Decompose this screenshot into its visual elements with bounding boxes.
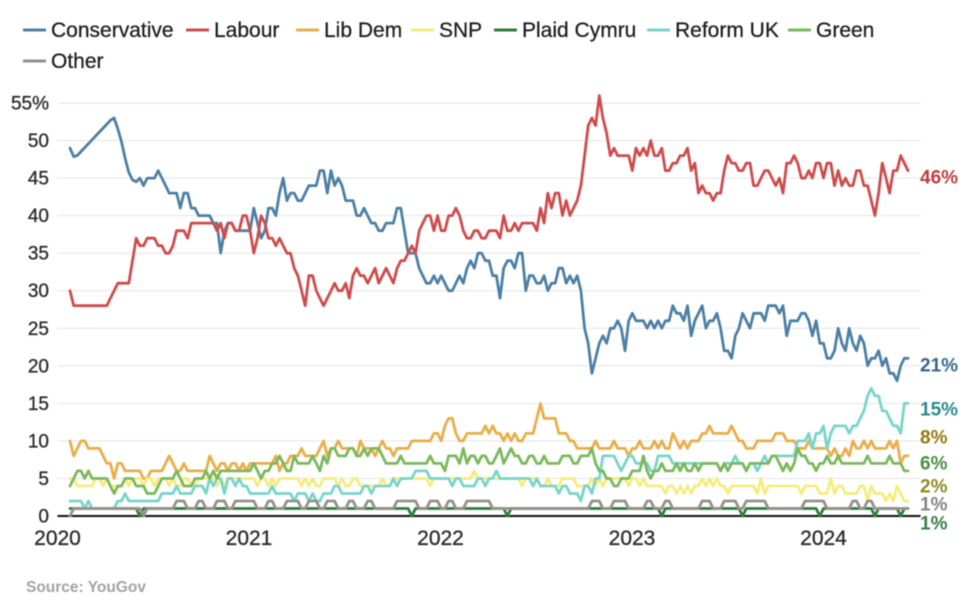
svg-text:25: 25 xyxy=(28,319,49,340)
svg-text:2024: 2024 xyxy=(800,527,847,550)
svg-text:21%: 21% xyxy=(920,356,958,377)
svg-text:5: 5 xyxy=(38,469,49,490)
svg-text:46%: 46% xyxy=(920,168,958,189)
svg-text:6%: 6% xyxy=(920,454,948,475)
svg-text:2021: 2021 xyxy=(226,527,273,550)
svg-text:40: 40 xyxy=(28,206,49,227)
svg-text:Green: Green xyxy=(816,19,874,42)
svg-text:1%: 1% xyxy=(920,514,948,535)
svg-text:2020: 2020 xyxy=(34,527,81,550)
svg-text:2%: 2% xyxy=(920,477,948,498)
svg-text:1%: 1% xyxy=(920,495,948,516)
svg-text:Lib Dem: Lib Dem xyxy=(324,19,402,42)
svg-text:Other: Other xyxy=(51,50,104,73)
svg-text:2022: 2022 xyxy=(417,527,464,550)
svg-text:10: 10 xyxy=(28,431,49,452)
svg-text:Plaid Cymru: Plaid Cymru xyxy=(522,19,636,42)
svg-text:30: 30 xyxy=(28,281,49,302)
svg-text:45: 45 xyxy=(28,169,49,190)
svg-text:2023: 2023 xyxy=(609,527,656,550)
svg-text:15: 15 xyxy=(28,394,49,415)
svg-text:Conservative: Conservative xyxy=(51,19,174,42)
svg-text:15%: 15% xyxy=(920,400,958,421)
svg-text:Reform UK: Reform UK xyxy=(675,19,779,42)
svg-text:20: 20 xyxy=(28,356,49,377)
svg-text:SNP: SNP xyxy=(439,19,482,42)
svg-text:55%: 55% xyxy=(11,94,49,115)
svg-text:Source: YouGov: Source: YouGov xyxy=(26,579,146,596)
svg-text:50: 50 xyxy=(28,131,49,152)
svg-text:8%: 8% xyxy=(920,428,948,449)
svg-text:Labour: Labour xyxy=(214,19,279,42)
svg-text:35: 35 xyxy=(28,244,49,265)
svg-text:0: 0 xyxy=(38,507,49,528)
